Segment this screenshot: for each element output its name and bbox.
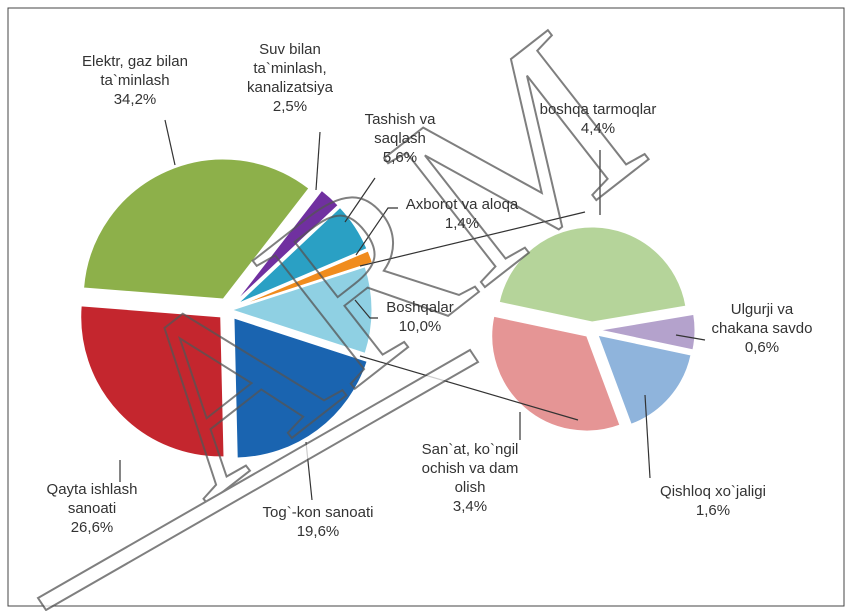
connector bbox=[359, 211, 586, 267]
pie-slice bbox=[237, 206, 368, 304]
slice-label: Qayta ishlash sanoati 26,6% bbox=[22, 480, 162, 537]
slice-name: Axborot va aloqa bbox=[405, 196, 519, 213]
slice-name: Suv bilan ta`minlash, kanalizatsiya bbox=[247, 41, 333, 96]
slice-label: Suv bilan ta`minlash, kanalizatsiya 2,5% bbox=[230, 40, 350, 116]
slice-name: Boshqalar bbox=[386, 299, 454, 316]
leader bbox=[344, 177, 376, 223]
slice-name: Qishloq xo`jaligi bbox=[660, 483, 766, 500]
leader bbox=[355, 207, 398, 256]
slice-value: 3,4% bbox=[452, 498, 488, 515]
slice-value: 1,4% bbox=[444, 215, 480, 232]
pies bbox=[80, 158, 696, 459]
slice-label: Tashish va saqlash 5,6% bbox=[350, 110, 450, 167]
slice-name: Elektr, gaz bilan ta`minlash bbox=[82, 53, 188, 89]
pie-slice bbox=[83, 158, 310, 300]
slice-value: 19,6% bbox=[296, 523, 340, 540]
leader bbox=[675, 334, 706, 341]
frame bbox=[7, 7, 845, 607]
leader bbox=[164, 119, 176, 166]
slice-name: Qayta ishlash sanoati bbox=[46, 481, 138, 517]
slice-value: 26,6% bbox=[70, 519, 114, 536]
watermark-stroke bbox=[36, 348, 480, 611]
slice-label: Elektr, gaz bilan ta`minlash 34,2% bbox=[50, 52, 220, 109]
pie-slice bbox=[491, 315, 621, 432]
slice-label: Boshqalar 10,0% bbox=[370, 298, 470, 336]
pie-slice bbox=[599, 313, 696, 351]
slice-label: Axborot va aloqa 1,4% bbox=[382, 195, 542, 233]
slice-label: Qishloq xo`jaligi 1,6% bbox=[638, 482, 788, 520]
leader bbox=[315, 131, 321, 191]
pie-slice bbox=[233, 317, 368, 459]
pie-slice bbox=[80, 305, 225, 458]
slice-label: boshqa tarmoqlar 4,4% bbox=[518, 100, 678, 138]
pie-slice bbox=[230, 266, 373, 354]
slice-value: 4,4% bbox=[580, 120, 616, 137]
slice-label: Tog`-kon sanoati 19,6% bbox=[233, 503, 403, 541]
leader bbox=[644, 394, 651, 479]
slice-name: boshqa tarmoqlar bbox=[539, 101, 657, 118]
slice-label: San`at, ko`ngil ochish va dam olish 3,4% bbox=[405, 440, 535, 516]
pie-slice bbox=[235, 189, 339, 302]
slice-name: Tog`-kon sanoati bbox=[262, 504, 374, 521]
leader bbox=[354, 299, 378, 319]
slice-value: 10,0% bbox=[398, 318, 442, 335]
slice-value: 5,6% bbox=[382, 149, 418, 166]
slice-value: 34,2% bbox=[113, 91, 157, 108]
slice-label: Ulgurji va chakana savdo 0,6% bbox=[697, 300, 827, 357]
slice-name: Tashish va saqlash bbox=[364, 111, 436, 147]
slice-value: 0,6% bbox=[744, 339, 780, 356]
connector bbox=[359, 355, 579, 421]
pie-slice bbox=[597, 334, 692, 425]
slice-value: 2,5% bbox=[272, 98, 308, 115]
slice-name: San`at, ko`ngil ochish va dam olish bbox=[421, 441, 519, 496]
pie-slice bbox=[498, 226, 687, 323]
slice-value: 1,6% bbox=[695, 502, 731, 519]
slice-name: Ulgurji va chakana savdo bbox=[711, 301, 813, 337]
leader-lines bbox=[119, 119, 706, 501]
